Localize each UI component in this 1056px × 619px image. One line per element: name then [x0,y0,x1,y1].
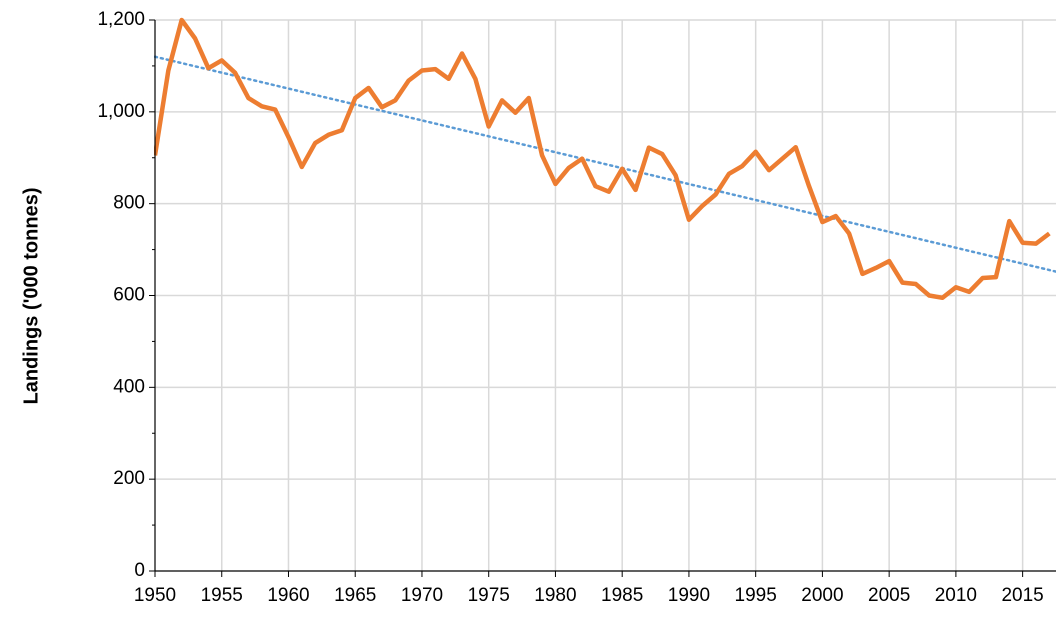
x-tick-label: 1950 [134,585,176,606]
y-axis-label: Landings ('000 tonnes) [20,187,42,404]
x-tick-label: 1965 [334,585,376,606]
trend-line [154,55,1056,273]
x-tick-label: 1975 [468,585,510,606]
x-tick-label: 1955 [201,585,243,606]
x-tick-label: 2005 [868,585,910,606]
y-tick-label: 1,200 [97,9,145,30]
x-tick-label: 1995 [735,585,777,606]
x-tick-label: 1990 [668,585,710,606]
y-tick-label: 200 [113,468,145,489]
y-tick-label: 1,000 [97,101,145,122]
data-line [154,17,1051,301]
x-tick-label: 2010 [935,585,977,606]
x-tick-label: 2000 [801,585,843,606]
y-tick-label: 800 [113,193,145,214]
x-tick-label: 1980 [534,585,576,606]
x-tick-label: 1985 [601,585,643,606]
y-tick-label: 0 [134,560,145,581]
x-tick-label: 1970 [401,585,443,606]
y-tick-label: 600 [113,285,145,306]
x-tick-label: 2015 [1001,585,1043,606]
x-tick-label: 1960 [267,585,309,606]
y-tick-label: 400 [113,376,145,397]
